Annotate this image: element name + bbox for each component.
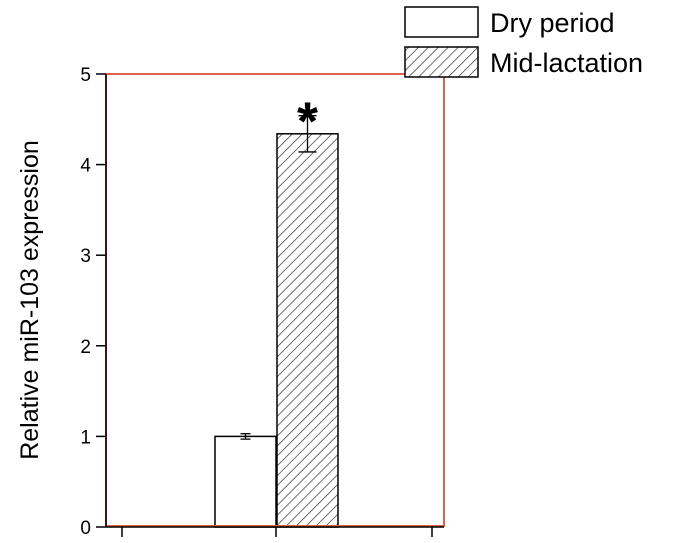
y-tick-label: 2 — [80, 337, 91, 358]
y-tick-label: 4 — [80, 156, 91, 177]
legend-label-mid-lactation: Mid-lactation — [490, 48, 643, 78]
y-tick-label: 1 — [80, 427, 91, 448]
error-bar-dry-period — [240, 433, 251, 440]
y-axis-ticks: 0 1 2 3 4 5 — [80, 65, 106, 539]
error-bar-mid-lactation — [298, 115, 317, 153]
y-tick-label: 3 — [80, 246, 91, 267]
bar-mid-lactation — [276, 133, 339, 528]
legend: Dry period Mid-lactation — [404, 6, 643, 78]
significance-asterisk: * — [297, 92, 318, 152]
y-tick-label: 5 — [80, 65, 91, 86]
y-tick-label: 0 — [80, 518, 91, 539]
bar-dry-period — [214, 435, 277, 528]
legend-swatch-mid-lactation — [404, 46, 479, 78]
y-axis-label: Relative miR-103 expression — [16, 140, 44, 460]
plot-area: * — [214, 92, 339, 528]
legend-swatch-dry-period — [404, 6, 479, 38]
legend-label-dry-period: Dry period — [490, 8, 615, 38]
